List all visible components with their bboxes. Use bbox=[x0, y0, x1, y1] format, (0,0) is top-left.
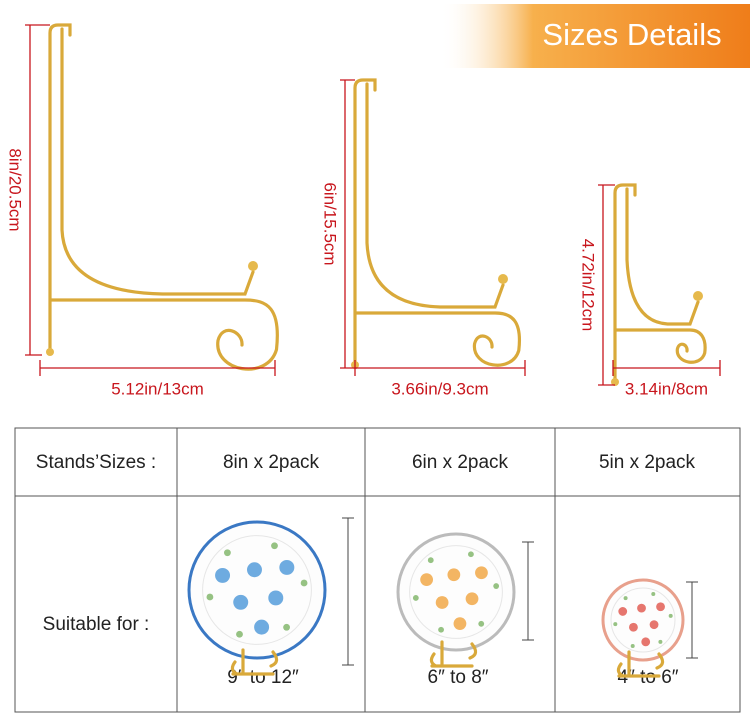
plate-leaf bbox=[438, 626, 444, 633]
plate-leaf bbox=[236, 630, 243, 638]
plate-leaf bbox=[283, 623, 290, 631]
plate-pattern bbox=[279, 559, 295, 575]
plates bbox=[187, 517, 698, 678]
stand-foot bbox=[611, 378, 619, 386]
plate-leaf bbox=[613, 622, 618, 627]
mini-stand bbox=[616, 650, 665, 678]
width-dimension bbox=[354, 360, 526, 376]
header-cell: 6in x 2pack bbox=[412, 452, 509, 473]
plate-pattern bbox=[629, 622, 638, 632]
height-label: 4.72in/12cm bbox=[579, 239, 598, 332]
plate-inner bbox=[409, 545, 503, 639]
plate-leaf bbox=[224, 549, 231, 557]
plate-leaf bbox=[468, 551, 474, 558]
plate-leaf bbox=[623, 596, 628, 601]
plate-pattern bbox=[649, 620, 659, 630]
plate-leaf bbox=[668, 613, 673, 618]
stand bbox=[613, 183, 707, 382]
plate bbox=[601, 578, 685, 662]
height-dimension bbox=[25, 24, 50, 356]
size-marker bbox=[686, 581, 698, 659]
plate-leaf bbox=[427, 557, 434, 564]
row-label: Suitable for : bbox=[43, 614, 150, 635]
plate-leaf bbox=[300, 579, 308, 587]
plate-pattern bbox=[247, 562, 262, 578]
plate-leaf bbox=[493, 583, 500, 589]
stand-foot bbox=[46, 348, 54, 356]
stand bbox=[353, 78, 522, 367]
stand-knob bbox=[498, 274, 508, 284]
plate-leaf bbox=[658, 639, 663, 644]
stand-knob bbox=[248, 261, 258, 271]
header-cell: Stands’Sizes : bbox=[36, 452, 156, 473]
plate-leaf bbox=[412, 595, 419, 601]
height-dimension bbox=[598, 184, 615, 386]
plate-pattern bbox=[268, 590, 284, 606]
plate-leaf bbox=[630, 644, 635, 649]
mini-stand bbox=[230, 648, 279, 676]
plate-pattern bbox=[641, 637, 651, 647]
width-label: 5.12in/13cm bbox=[111, 379, 204, 398]
range-label: 6″ to 8″ bbox=[428, 667, 489, 688]
plate-inner bbox=[610, 587, 676, 653]
width-dimension bbox=[612, 360, 721, 376]
plate-leaf bbox=[206, 593, 214, 601]
plate-pattern bbox=[637, 603, 646, 613]
plate-pattern bbox=[233, 594, 249, 610]
table-border bbox=[14, 427, 741, 713]
plate bbox=[187, 520, 327, 660]
plate-pattern bbox=[618, 607, 628, 616]
plate-leaf bbox=[271, 542, 278, 550]
stand-knob bbox=[693, 291, 703, 301]
width-label: 3.66in/9.3cm bbox=[391, 379, 488, 398]
banner-title: Sizes Details bbox=[542, 17, 721, 52]
stand bbox=[48, 23, 279, 371]
plate-pattern bbox=[475, 566, 488, 580]
plate-pattern bbox=[215, 567, 231, 583]
header-cell: 5in x 2pack bbox=[599, 452, 696, 473]
height-label: 6in/15.5cm bbox=[321, 182, 340, 265]
size-marker bbox=[522, 541, 534, 641]
header-cell: 8in x 2pack bbox=[223, 452, 320, 473]
plate-pattern bbox=[435, 596, 449, 609]
table: Stands’Sizes : 8in x 2pack 6in x 2pack 5… bbox=[14, 427, 741, 713]
plate-pattern bbox=[453, 617, 467, 631]
stands: 8in/20.5cm 5.12in/13cm 6in/15.5cm 3.66in/9.… bbox=[6, 23, 721, 398]
plate-leaf bbox=[478, 620, 485, 627]
mini-stand bbox=[429, 640, 478, 668]
plate-inner bbox=[202, 535, 312, 645]
plate-leaf bbox=[651, 591, 656, 596]
plate-pattern bbox=[254, 619, 270, 635]
width-label: 3.14in/8cm bbox=[625, 379, 708, 398]
plate-pattern bbox=[465, 592, 479, 606]
width-dimension bbox=[39, 360, 276, 376]
height-label: 8in/20.5cm bbox=[6, 148, 25, 231]
plate bbox=[396, 532, 516, 652]
height-dimension bbox=[340, 79, 357, 369]
size-marker bbox=[342, 517, 354, 666]
range-label: 9″ to 12″ bbox=[227, 667, 299, 688]
plate-pattern bbox=[420, 573, 433, 586]
plate-pattern bbox=[656, 602, 665, 612]
plate-pattern bbox=[447, 568, 461, 582]
banner bbox=[440, 4, 750, 68]
